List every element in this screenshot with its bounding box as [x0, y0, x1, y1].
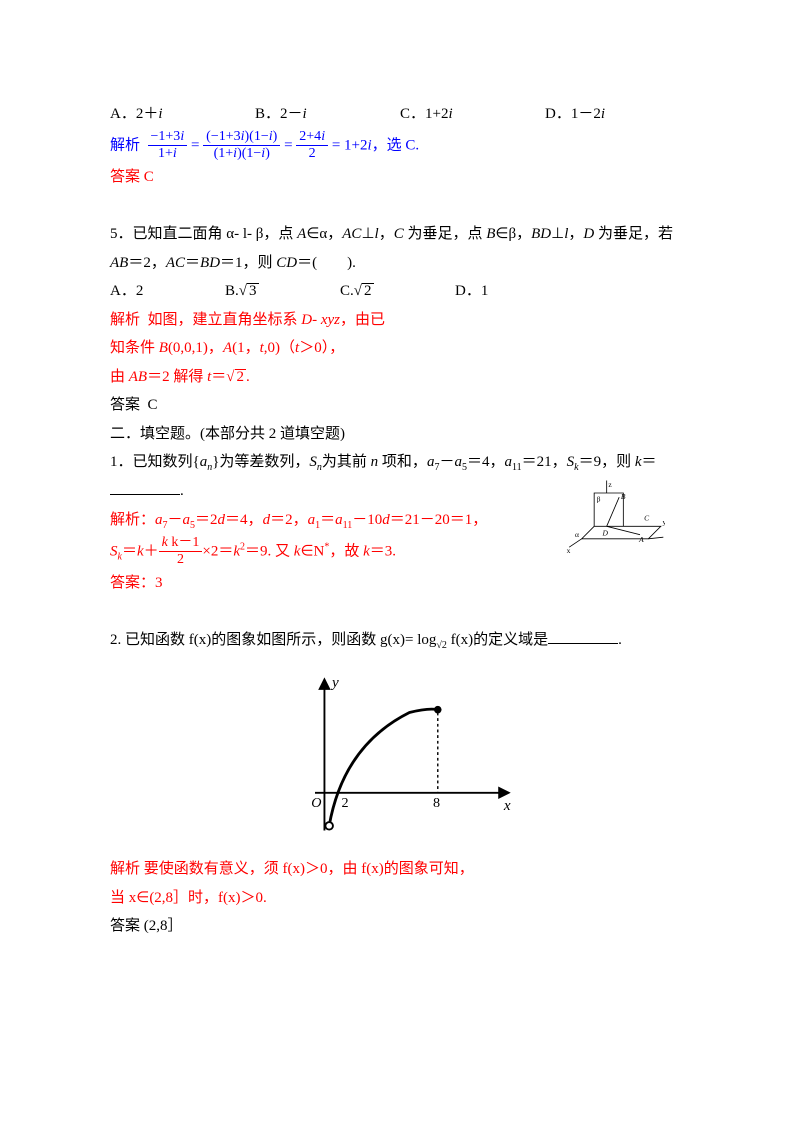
- q5-options: A．2 B.√3 C.√2 D．1: [110, 277, 690, 306]
- q4-option-b: B．2－i: [255, 100, 400, 129]
- q5-option-c: C.√2: [340, 277, 455, 306]
- document-page: A．2＋i B．2－i C．1+2i D．1－2i 解析 −1+3i1+i = …: [0, 0, 800, 981]
- q4-options: A．2＋i B．2－i C．1+2i D．1－2i: [110, 100, 690, 129]
- section2-title: 二．填空题。(本部分共 2 道填空题): [110, 420, 690, 449]
- svg-text:x: x: [567, 546, 571, 555]
- svg-text:y: y: [330, 675, 339, 691]
- svg-text:D: D: [602, 529, 609, 538]
- q5-option-d: D．1: [455, 277, 570, 306]
- q5-analysis: 解析 如图，建立直角坐标系 D- xyz，由已 知条件 B(0,0,1)，A(1…: [110, 306, 690, 392]
- q4-analysis: 解析 −1+3i1+i = (−1+3i)(1−i)(1+i)(1−i) = 2…: [110, 129, 690, 164]
- svg-text:C: C: [644, 514, 650, 523]
- q4-option-c: C．1+2i: [400, 100, 545, 129]
- fill2-blank: [548, 628, 618, 644]
- svg-text:B: B: [621, 492, 626, 501]
- svg-text:O: O: [311, 795, 321, 811]
- svg-text:2: 2: [341, 795, 348, 811]
- svg-text:α: α: [575, 530, 579, 539]
- q5-option-a: A．2: [110, 277, 225, 306]
- q4-option-d: D．1－2i: [545, 100, 690, 129]
- q5-stem: 5．已知直二面角 α- l- β，点 A∈α，AC⊥l，C 为垂足，点 B∈β，…: [110, 220, 690, 277]
- svg-text:z: z: [608, 480, 612, 489]
- svg-text:A: A: [638, 535, 644, 544]
- fill2-graph: O 2 8 x y: [275, 670, 525, 840]
- fill1-blank: [110, 479, 180, 495]
- fill2-analysis: 解析 要使函数有意义，须 f(x)＞0，由 f(x)的图象可知， 当 x∈(2,…: [110, 855, 690, 912]
- fill1-answer: 答案：3: [110, 569, 690, 598]
- svg-text:8: 8: [433, 795, 440, 811]
- q5-option-b: B.√3: [225, 277, 340, 306]
- svg-text:β: β: [597, 494, 601, 503]
- q5-answer: 答案 C: [110, 391, 690, 420]
- fill2-stem: 2. 已知函数 f(x)的图象如图所示，则函数 g(x)= log√2 f(x)…: [110, 626, 690, 655]
- svg-text:y: y: [663, 518, 666, 527]
- fill2-answer: 答案 (2,8］: [110, 912, 690, 941]
- svg-text:x: x: [503, 798, 511, 814]
- q5-3d-figure: z y x B C A D α β: [565, 478, 665, 558]
- q4-option-a: A．2＋i: [110, 100, 255, 129]
- q4-answer: 答案 C: [110, 163, 690, 192]
